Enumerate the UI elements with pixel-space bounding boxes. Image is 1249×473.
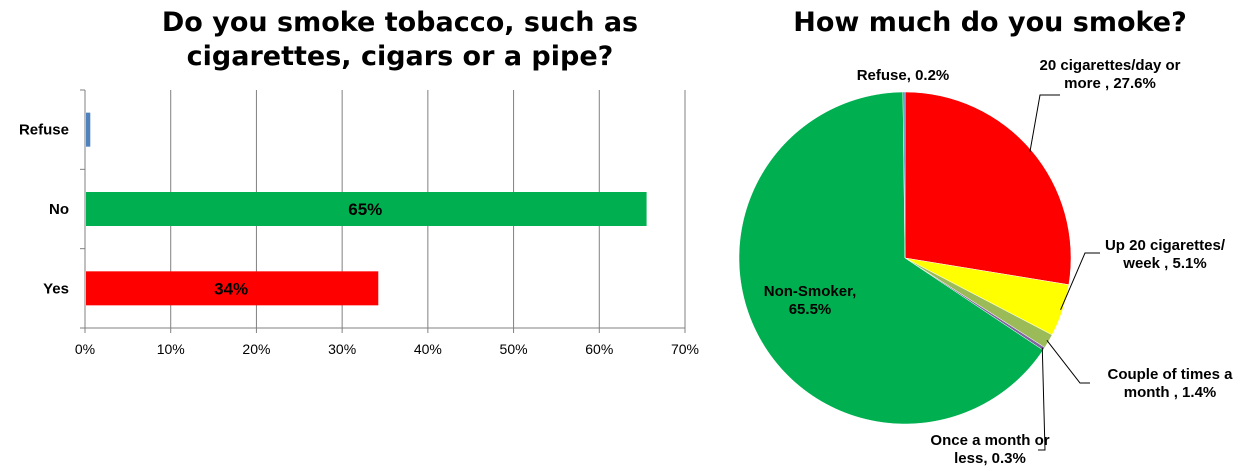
leader-line — [1046, 339, 1090, 384]
x-tick-label: 0% — [75, 341, 95, 357]
pie-chart-title-text: How much do you smoke? — [793, 7, 1187, 38]
pie-slice-label: less, 0.3% — [954, 450, 1026, 467]
pie-slice-label: Couple of times a — [1107, 366, 1233, 383]
x-tick-label: 30% — [328, 341, 356, 357]
leader-line — [1060, 252, 1100, 311]
pie-slice-label: Once a month or — [930, 432, 1049, 449]
category-label: Refuse — [19, 122, 69, 139]
pie-slice — [738, 91, 1044, 425]
bar-value-label: 65% — [348, 200, 382, 219]
bar-chart-title-line-1: Do you smoke tobacco, such as — [161, 7, 639, 38]
x-tick-label: 60% — [585, 341, 613, 357]
pie-slice — [902, 91, 906, 259]
x-tick-label: 20% — [242, 341, 270, 357]
pie-chart-title: How much do you smoke? — [740, 6, 1240, 40]
pie-slice-label: 20 cigarettes/day or — [1040, 57, 1181, 74]
pie-slice-label: month , 1.4% — [1124, 384, 1217, 401]
x-tick-label: 50% — [500, 341, 528, 357]
bar-no — [86, 192, 647, 226]
pie-slice-label: more , 27.6% — [1064, 75, 1156, 92]
bar-chart-title-line-2: cigarettes, cigars or a pipe? — [186, 41, 614, 72]
x-tick-label: 40% — [414, 341, 442, 357]
category-label: No — [49, 201, 69, 218]
pie-slice-label: Refuse, 0.2% — [857, 67, 950, 84]
pie-slice — [904, 91, 1072, 286]
bar-value-label: 34% — [214, 279, 248, 298]
leader-line — [1038, 347, 1046, 451]
pie-slice-label: Non-Smoker, — [764, 283, 857, 300]
pie-slice-label: week , 5.1% — [1122, 255, 1206, 272]
leader-line — [1029, 94, 1060, 152]
x-tick-label: 10% — [157, 341, 185, 357]
bar-yes — [86, 271, 379, 306]
bar-chart-title: Do you smoke tobacco, such as cigarettes… — [60, 6, 740, 74]
bar-chart: 0% 10% 20% 30% 40% 50% 60% 70% Refuse No 65% Yes 34% — [19, 89, 699, 357]
x-tick-label: 70% — [671, 341, 699, 357]
category-label: Yes — [43, 280, 69, 297]
bar-refuse — [86, 112, 91, 147]
pie-slice-label: Up 20 cigarettes/ — [1105, 237, 1226, 254]
pie-slice-label: 65.5% — [789, 301, 832, 318]
